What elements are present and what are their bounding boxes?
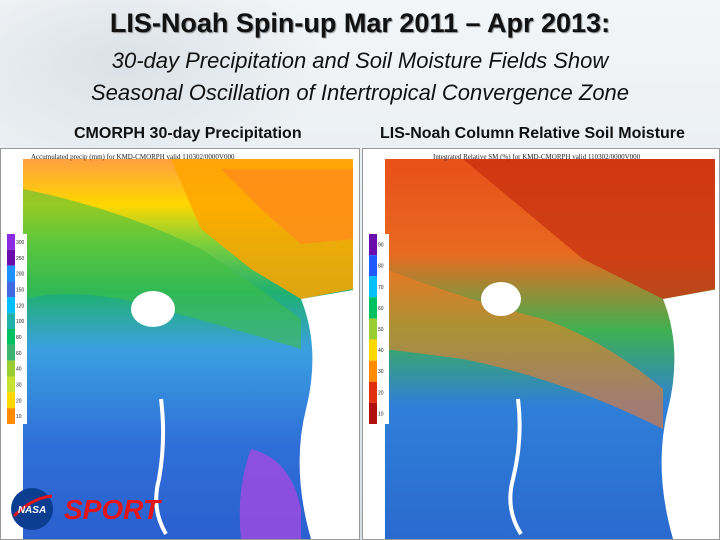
legend-swatch bbox=[369, 381, 377, 403]
legend-tick-label: 80 bbox=[378, 264, 384, 270]
left-panel-label: CMORPH 30-day Precipitation bbox=[74, 125, 302, 142]
logo-area: NASA SPORT bbox=[10, 486, 180, 532]
lake-malawi bbox=[508, 398, 523, 536]
dry-core bbox=[221, 169, 353, 244]
legend-swatch bbox=[7, 265, 15, 282]
legend-swatch bbox=[369, 360, 377, 382]
legend-swatch bbox=[369, 339, 377, 361]
moderate-soil-band bbox=[385, 269, 663, 429]
legend-swatch bbox=[7, 329, 15, 345]
logos: NASA SPORT bbox=[11, 488, 163, 530]
legend-tick-label: 200 bbox=[16, 272, 25, 278]
legend-swatch bbox=[7, 281, 15, 298]
precip-legend: 300 250 200 150 120 100 80 60 40 30 20 10 bbox=[5, 234, 27, 424]
legend-tick-label: 20 bbox=[16, 398, 22, 404]
slide-title: LIS-Noah Spin-up Mar 2011 – Apr 2013: bbox=[109, 8, 611, 38]
ocean bbox=[661, 289, 719, 539]
soil-moisture-map-graphic: Integrated Relative SM (%) for KMD-CMORP… bbox=[385, 153, 719, 539]
legend-tick-label: 80 bbox=[16, 335, 22, 341]
nasa-logo-text: NASA bbox=[18, 505, 46, 516]
precip-map-title: Accumulated precip (mm) for KMD-CMORPH v… bbox=[31, 153, 235, 161]
legend-swatch bbox=[7, 376, 15, 393]
legend-swatch bbox=[369, 318, 377, 340]
legend-swatch bbox=[369, 276, 377, 298]
legend-tick-label: 90 bbox=[378, 243, 384, 249]
legend-tick-label: 150 bbox=[16, 287, 25, 293]
legend-tick-label: 20 bbox=[378, 390, 384, 396]
legend-swatch bbox=[7, 234, 15, 250]
legend-tick-label: 60 bbox=[378, 306, 384, 312]
legend-tick-label: 40 bbox=[378, 348, 384, 354]
sm-legend: 90 80 70 60 50 40 30 20 10 bbox=[367, 234, 389, 424]
legend-tick-label: 120 bbox=[16, 303, 25, 309]
legend-swatch bbox=[7, 344, 15, 361]
legend-tick-label: 300 bbox=[16, 240, 25, 246]
dry-soil-region bbox=[463, 159, 715, 299]
legend-swatch bbox=[7, 360, 15, 377]
precipitation-map: Accumulated precip (mm) for KMD-CMORPH v… bbox=[0, 148, 360, 540]
slide-subtitle-line2: Seasonal Oscillation of Intertropical Co… bbox=[90, 80, 630, 105]
slide-subtitle-line1: 30-day Precipitation and Soil Moisture F… bbox=[111, 48, 609, 73]
sm-map-title: Integrated Relative SM (%) for KMD-CMORP… bbox=[433, 153, 641, 161]
legend-tick-label: 250 bbox=[16, 256, 25, 262]
lake-malawi bbox=[154, 398, 168, 536]
legend-swatch bbox=[369, 402, 377, 424]
legend-swatch bbox=[7, 249, 15, 266]
legend-tick-label: 10 bbox=[16, 414, 22, 420]
legend-tick-label: 30 bbox=[16, 382, 22, 388]
legend-swatch bbox=[7, 313, 15, 329]
lake-victoria bbox=[131, 291, 175, 327]
green-band bbox=[23, 189, 301, 349]
legend-swatch bbox=[369, 297, 377, 319]
legend-tick-label: 30 bbox=[378, 369, 384, 375]
legend-tick-label: 100 bbox=[16, 319, 25, 325]
heavy-rain-region bbox=[239, 449, 301, 539]
right-panel-label: LIS-Noah Column Relative Soil Moisture bbox=[380, 125, 685, 142]
sport-logo: SPORT bbox=[64, 494, 163, 525]
precip-legend-bar: 300 250 200 150 120 100 80 60 40 30 20 10 bbox=[7, 234, 25, 424]
legend-tick-label: 60 bbox=[16, 351, 22, 357]
precipitation-map-graphic: Accumulated precip (mm) for KMD-CMORPH v… bbox=[23, 153, 359, 539]
legend-swatch bbox=[7, 392, 15, 409]
legend-tick-label: 40 bbox=[16, 367, 22, 373]
legend-tick-label: 10 bbox=[378, 411, 384, 417]
soil-moisture-map: Integrated Relative SM (%) for KMD-CMORP… bbox=[362, 148, 720, 540]
legend-swatch bbox=[369, 255, 377, 277]
legend-tick-label: 50 bbox=[378, 327, 384, 333]
ocean bbox=[299, 289, 359, 539]
legend-tick-label: 70 bbox=[378, 285, 384, 291]
legend-swatch bbox=[369, 234, 377, 256]
sport-logo-text: SPORT bbox=[64, 494, 163, 525]
legend-swatch bbox=[7, 297, 15, 314]
sm-legend-bar: 90 80 70 60 50 40 30 20 10 bbox=[369, 234, 384, 424]
legend-swatch bbox=[7, 408, 15, 424]
lake-victoria bbox=[481, 282, 521, 316]
nasa-logo: NASA bbox=[11, 488, 53, 530]
